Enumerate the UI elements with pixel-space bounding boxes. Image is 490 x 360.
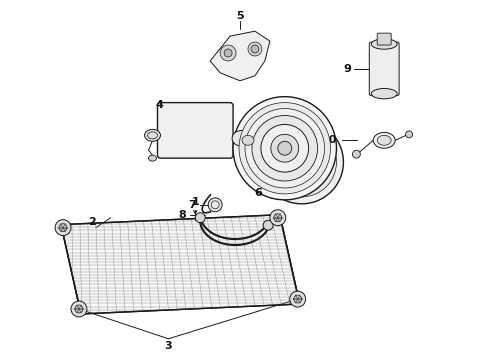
Polygon shape [210, 31, 270, 81]
Ellipse shape [232, 130, 252, 146]
Circle shape [294, 295, 302, 303]
Circle shape [220, 45, 236, 61]
Circle shape [288, 148, 316, 176]
Circle shape [75, 305, 83, 313]
Circle shape [252, 116, 318, 181]
Circle shape [224, 49, 232, 57]
FancyBboxPatch shape [377, 33, 391, 45]
Circle shape [260, 121, 343, 204]
Ellipse shape [242, 135, 254, 145]
Text: 10: 10 [322, 135, 337, 145]
Circle shape [233, 96, 337, 200]
Circle shape [271, 134, 299, 162]
Circle shape [251, 45, 259, 53]
Circle shape [71, 301, 87, 317]
Circle shape [55, 220, 71, 235]
Circle shape [277, 137, 326, 187]
Circle shape [59, 224, 67, 231]
Circle shape [239, 103, 331, 194]
Text: 2: 2 [88, 217, 96, 227]
Polygon shape [61, 215, 300, 314]
Text: 6: 6 [254, 188, 262, 198]
Text: 4: 4 [155, 100, 164, 109]
Circle shape [270, 210, 286, 226]
Text: 7: 7 [189, 200, 196, 210]
FancyBboxPatch shape [157, 103, 233, 158]
Circle shape [267, 127, 337, 197]
Circle shape [290, 291, 306, 307]
Circle shape [248, 42, 262, 56]
Ellipse shape [373, 132, 395, 148]
Ellipse shape [377, 135, 391, 145]
Ellipse shape [371, 89, 397, 99]
Circle shape [295, 156, 308, 168]
Ellipse shape [371, 39, 397, 49]
Text: 5: 5 [236, 11, 244, 21]
Circle shape [245, 109, 324, 188]
Text: 1: 1 [192, 197, 199, 207]
Circle shape [196, 213, 205, 223]
FancyBboxPatch shape [369, 42, 399, 96]
Ellipse shape [352, 150, 360, 158]
Text: 3: 3 [165, 341, 172, 351]
Ellipse shape [406, 131, 413, 138]
Circle shape [208, 198, 222, 212]
Circle shape [274, 214, 282, 222]
Ellipse shape [148, 155, 156, 161]
Circle shape [278, 141, 292, 155]
Text: 9: 9 [343, 64, 351, 74]
Circle shape [263, 220, 273, 230]
Circle shape [261, 125, 309, 172]
Ellipse shape [145, 129, 161, 141]
Text: 8: 8 [178, 210, 186, 220]
